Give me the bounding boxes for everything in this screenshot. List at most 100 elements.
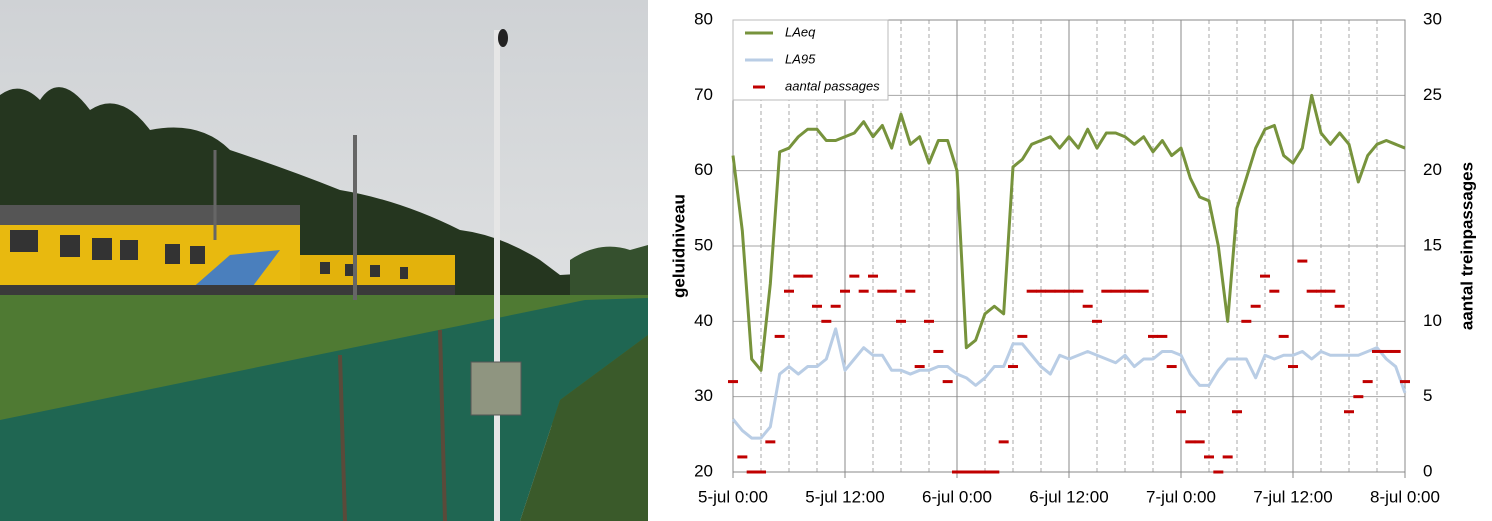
passage-dash bbox=[1250, 304, 1261, 308]
passage-dash bbox=[989, 470, 1000, 474]
passage-dash bbox=[1166, 365, 1177, 369]
passage-dash bbox=[1316, 289, 1326, 293]
passage-dash bbox=[998, 440, 1009, 444]
passage-dash bbox=[765, 440, 776, 444]
passage-dash bbox=[1241, 319, 1252, 323]
passage-dash bbox=[1372, 349, 1382, 353]
y-axis-title: geluidniveau bbox=[669, 194, 688, 298]
passage-dash bbox=[1120, 289, 1130, 293]
y-tick-label: 70 bbox=[694, 85, 713, 104]
x-tick-label: 5-jul 12:00 bbox=[805, 487, 884, 506]
passage-dash bbox=[886, 289, 897, 293]
x-tick-label: 8-jul 0:00 bbox=[1370, 487, 1440, 506]
passage-dash bbox=[1054, 289, 1065, 293]
passage-dash bbox=[830, 304, 841, 308]
line-series bbox=[731, 327, 1407, 440]
passage-dash bbox=[1306, 289, 1317, 293]
y-tick-label: 50 bbox=[694, 235, 713, 254]
passage-dash bbox=[1288, 365, 1298, 369]
passage-dash bbox=[1362, 380, 1373, 384]
passage-dash bbox=[1344, 410, 1354, 414]
passage-dash bbox=[905, 289, 916, 293]
passage-dash bbox=[896, 319, 906, 323]
legend-label: LA95 bbox=[785, 51, 816, 66]
passage-dash bbox=[970, 470, 981, 474]
passage-dash bbox=[980, 470, 990, 474]
passage-dash bbox=[1017, 334, 1028, 338]
passage-dash bbox=[1073, 289, 1084, 293]
passage-dash bbox=[1260, 274, 1270, 278]
passage-dash bbox=[877, 289, 888, 293]
line-series bbox=[731, 93, 1406, 372]
y2-tick-label: 10 bbox=[1423, 311, 1442, 330]
passage-dash bbox=[961, 470, 972, 474]
passage-dash bbox=[737, 455, 748, 459]
x-tick-label: 7-jul 0:00 bbox=[1146, 487, 1216, 506]
passage-dash bbox=[802, 274, 813, 278]
y2-tick-label: 0 bbox=[1423, 461, 1432, 480]
y2-tick-label: 5 bbox=[1423, 386, 1432, 405]
passage-dash bbox=[840, 289, 850, 293]
passage-dash bbox=[1045, 289, 1056, 293]
y-tick-label: 40 bbox=[694, 311, 713, 330]
legend-label: LAeq bbox=[785, 24, 816, 39]
y-tick-label: 80 bbox=[694, 9, 713, 28]
x-tick-label: 6-jul 12:00 bbox=[1029, 487, 1108, 506]
passage-dash bbox=[1334, 304, 1345, 308]
passage-dash bbox=[1232, 410, 1242, 414]
passage-dash bbox=[1110, 289, 1121, 293]
passage-dash bbox=[933, 349, 944, 353]
passage-dash bbox=[849, 274, 860, 278]
passage-dash bbox=[942, 380, 953, 384]
y2-tick-label: 15 bbox=[1423, 235, 1442, 254]
passage-dash bbox=[858, 289, 869, 293]
y-tick-label: 20 bbox=[694, 461, 713, 480]
y2-axis-title: aantal treinpassages bbox=[1457, 162, 1476, 330]
passage-dash bbox=[1092, 319, 1102, 323]
passage-dash bbox=[1278, 334, 1289, 338]
passage-dash bbox=[1148, 334, 1158, 338]
x-tick-label: 7-jul 12:00 bbox=[1253, 487, 1332, 506]
passage-dash bbox=[1129, 289, 1140, 293]
passage-dash bbox=[1185, 440, 1196, 444]
chart: geluidniveau aantal treinpassages 20 30 40… bbox=[669, 9, 1476, 506]
passage-dash bbox=[1297, 259, 1308, 263]
passage-dash bbox=[1176, 410, 1186, 414]
passage-dash bbox=[774, 334, 785, 338]
plot-frame bbox=[732, 19, 1406, 473]
passage-dash bbox=[1082, 304, 1093, 308]
y-tick-label: 60 bbox=[694, 160, 713, 179]
passage-dash bbox=[728, 380, 738, 384]
passage-dash bbox=[1353, 395, 1364, 399]
passage-dash bbox=[1222, 455, 1233, 459]
passage-dash bbox=[1194, 440, 1205, 444]
passage-dash bbox=[952, 470, 962, 474]
passage-dash bbox=[1381, 349, 1392, 353]
y2-tick-label: 20 bbox=[1423, 160, 1442, 179]
passage-dash bbox=[1204, 455, 1214, 459]
passage-dash bbox=[868, 274, 878, 278]
photo bbox=[0, 0, 648, 521]
passage-dash bbox=[1138, 289, 1149, 293]
passage-dash bbox=[1157, 334, 1168, 338]
passage-dash bbox=[1101, 289, 1112, 293]
passage-dash bbox=[1213, 470, 1224, 474]
passage-dash bbox=[1325, 289, 1336, 293]
passage-dash bbox=[1026, 289, 1037, 293]
passage-dash bbox=[756, 470, 766, 474]
passage-dash bbox=[914, 365, 925, 369]
passage-dash bbox=[821, 319, 832, 323]
passage-dash bbox=[1008, 365, 1018, 369]
y2-tick-label: 30 bbox=[1423, 9, 1442, 28]
passage-dash bbox=[1400, 380, 1410, 384]
passage-dash bbox=[784, 289, 794, 293]
passage-dash bbox=[746, 470, 757, 474]
passage-dash bbox=[812, 304, 822, 308]
passage-dash bbox=[1036, 289, 1046, 293]
passage-dash bbox=[1064, 289, 1074, 293]
passage-dash bbox=[1269, 289, 1280, 293]
passage-dash bbox=[793, 274, 804, 278]
x-tick-label: 6-jul 0:00 bbox=[922, 487, 992, 506]
legend-label: aantal passages bbox=[785, 78, 880, 93]
